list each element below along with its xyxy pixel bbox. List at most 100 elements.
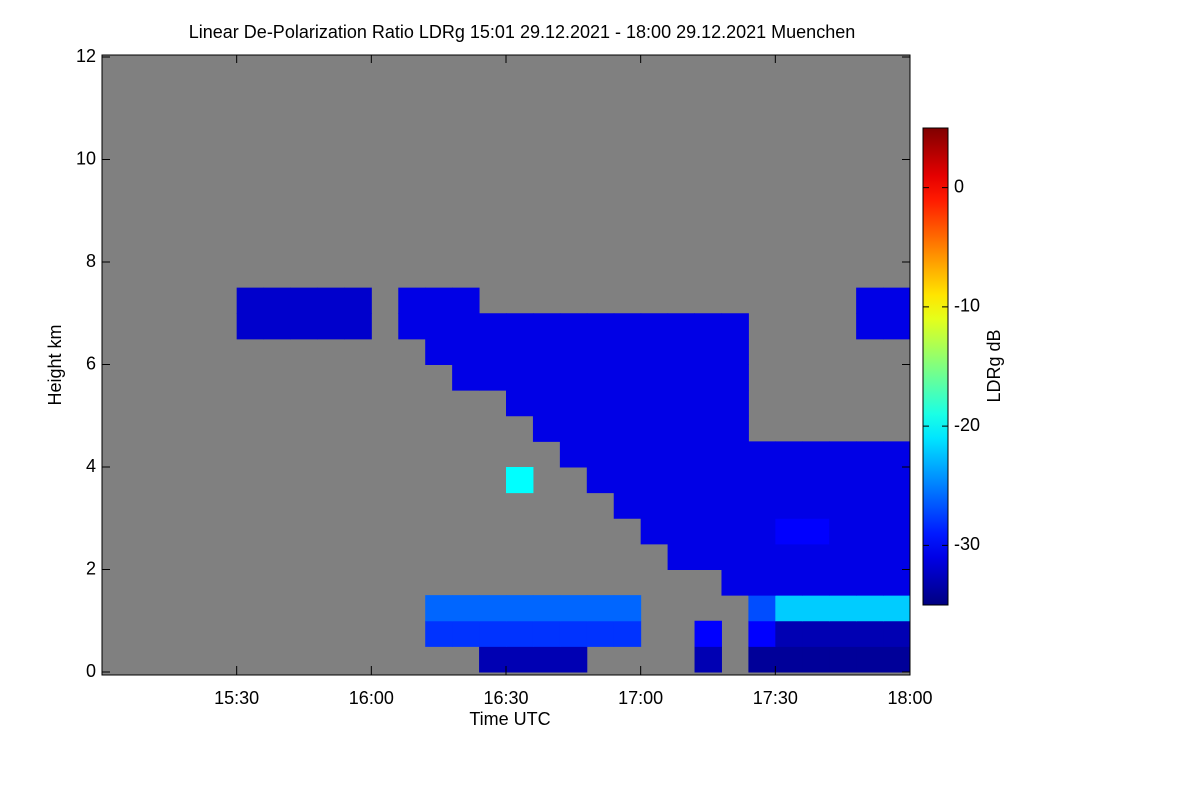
heatmap-cell (425, 595, 453, 622)
x-tick-label: 16:30 (483, 688, 528, 708)
heatmap-cell (640, 364, 669, 391)
heatmap-cell (721, 338, 749, 365)
heatmap-cell (640, 492, 669, 519)
heatmap-cell (586, 390, 615, 417)
heatmap-cell (856, 569, 884, 596)
heatmap-cell (829, 518, 857, 545)
heatmap-cell (532, 595, 561, 622)
heatmap-cell (694, 620, 722, 647)
heatmap-cell (613, 467, 642, 494)
x-tick-label: 17:00 (618, 688, 663, 708)
heatmap-cell (613, 338, 642, 365)
heatmap-cell (640, 338, 669, 365)
heatmap-cell (344, 287, 372, 314)
heatmap-cell (586, 467, 615, 494)
heatmap-cell (317, 313, 345, 340)
colorbar-tick-label: -20 (954, 415, 980, 435)
heatmap-cell (856, 543, 884, 570)
heatmap-cell (775, 467, 803, 494)
heatmap-cell (506, 364, 534, 391)
heatmap-cell (721, 390, 749, 417)
heatmap-cell (694, 646, 722, 673)
heatmap-cell (721, 364, 749, 391)
heatmap-cell (586, 595, 615, 622)
heatmap-cell (883, 595, 911, 622)
heatmap-cell (506, 313, 534, 340)
heatmap-cell (640, 415, 669, 442)
heatmap-cell (721, 518, 749, 545)
heatmap-cell (829, 441, 857, 468)
heatmap-cell (802, 467, 830, 494)
heatmap-cell (479, 364, 507, 391)
heatmap-cell (883, 518, 911, 545)
heatmap-cell (748, 543, 776, 570)
heatmap-cell (613, 492, 642, 519)
x-tick-label: 18:00 (887, 688, 932, 708)
heatmap-cell (748, 441, 776, 468)
heatmap-cell (586, 415, 615, 442)
heatmap-cell (586, 338, 615, 365)
heatmap-cell (856, 492, 884, 519)
heatmap-cell (829, 646, 857, 673)
heatmap-cell (829, 492, 857, 519)
heatmap-cell (532, 646, 561, 673)
heatmap-cell (802, 646, 830, 673)
heatmap-cell (667, 390, 696, 417)
heatmap-cell (667, 338, 696, 365)
heatmap-cell (425, 313, 453, 340)
x-tick-label: 17:30 (753, 688, 798, 708)
heatmap-cell (236, 287, 265, 314)
x-tick-label: 15:30 (214, 688, 259, 708)
heatmap-cell (506, 390, 534, 417)
heatmap-cell (694, 390, 722, 417)
heatmap-cell (317, 287, 345, 314)
heatmap-cell (532, 620, 561, 647)
chart-title: Linear De-Polarization Ratio LDRg 15:01 … (189, 22, 855, 42)
heatmap-cell (802, 492, 830, 519)
heatmap-cell (452, 595, 480, 622)
heatmap-cell (883, 543, 911, 570)
y-tick-label: 4 (86, 456, 96, 476)
heatmap-cell (667, 467, 696, 494)
heatmap-cell (775, 595, 803, 622)
y-tick-label: 2 (86, 558, 96, 578)
heatmap-cell (452, 364, 480, 391)
heatmap-cell (586, 313, 615, 340)
heatmap-cell (640, 390, 669, 417)
heatmap-cell (559, 620, 588, 647)
heatmap-cell (640, 518, 669, 545)
heatmap-cell (829, 543, 857, 570)
heatmap-cell (748, 518, 776, 545)
heatmap-cell (290, 313, 318, 340)
heatmap-cell (559, 441, 588, 468)
heatmap-cell (802, 620, 830, 647)
heatmap-cell (694, 415, 722, 442)
heatmap-cell (721, 492, 749, 519)
heatmap-cell (775, 441, 803, 468)
y-tick-label: 6 (86, 353, 96, 373)
heatmap-cell (532, 313, 561, 340)
heatmap-cell (613, 620, 642, 647)
heatmap-cell (775, 620, 803, 647)
heatmap-cell (506, 646, 534, 673)
heatmap-cell (640, 313, 669, 340)
heatmap-cell (775, 569, 803, 596)
heatmap-cell (506, 620, 534, 647)
heatmap-cell (883, 441, 911, 468)
heatmap-cell (425, 620, 453, 647)
heatmap-cell (398, 287, 426, 314)
colorbar-tick-label: -10 (954, 296, 980, 316)
y-tick-label: 0 (86, 661, 96, 681)
heatmap-cell (748, 620, 776, 647)
y-tick-label: 8 (86, 251, 96, 271)
heatmap-cell (479, 646, 507, 673)
heatmap-cell (694, 364, 722, 391)
heatmap-cell (613, 441, 642, 468)
heatmap-cell (856, 467, 884, 494)
heatmap-cell (883, 492, 911, 519)
colorbar-tick-label: 0 (954, 176, 964, 196)
heatmap-cell (829, 467, 857, 494)
heatmap-cell (559, 313, 588, 340)
heatmap-cell (856, 313, 884, 340)
heatmap-cell (748, 492, 776, 519)
